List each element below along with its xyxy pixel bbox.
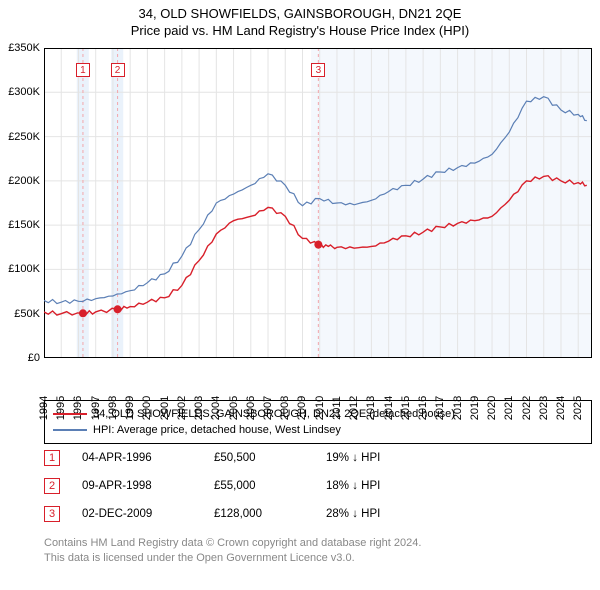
event-diff: 18% ↓ HPI	[326, 480, 380, 492]
event-row: 2 09-APR-1998 £55,000 18% ↓ HPI	[44, 472, 592, 500]
chart-container: 34, OLD SHOWFIELDS, GAINSBOROUGH, DN21 2…	[0, 0, 600, 590]
chart-svg	[44, 48, 592, 358]
event-diff: 19% ↓ HPI	[326, 452, 380, 464]
event-badge: 2	[44, 478, 60, 494]
event-diff: 28% ↓ HPI	[326, 508, 380, 520]
event-badge: 1	[44, 450, 60, 466]
legend-label: HPI: Average price, detached house, West…	[93, 424, 341, 436]
title-address: 34, OLD SHOWFIELDS, GAINSBOROUGH, DN21 2…	[0, 6, 600, 21]
legend-label: 34, OLD SHOWFIELDS, GAINSBOROUGH, DN21 2…	[93, 408, 455, 420]
y-tick-label: £250K	[8, 131, 40, 143]
legend-box: 34, OLD SHOWFIELDS, GAINSBOROUGH, DN21 2…	[44, 400, 592, 444]
chart-event-badge: 1	[76, 63, 90, 77]
event-row: 3 02-DEC-2009 £128,000 28% ↓ HPI	[44, 500, 592, 528]
legend-swatch	[53, 429, 87, 431]
y-tick-label: £150K	[8, 219, 40, 231]
y-tick-label: £50K	[14, 308, 40, 320]
event-price: £55,000	[214, 480, 304, 492]
chart-event-badge: 2	[111, 63, 125, 77]
y-tick-label: £200K	[8, 175, 40, 187]
legend-row: 34, OLD SHOWFIELDS, GAINSBOROUGH, DN21 2…	[53, 406, 583, 422]
chart-event-badge: 3	[311, 63, 325, 77]
y-tick-label: £300K	[8, 86, 40, 98]
event-badge: 3	[44, 506, 60, 522]
event-row: 1 04-APR-1996 £50,500 19% ↓ HPI	[44, 444, 592, 472]
event-price: £128,000	[214, 508, 304, 520]
footer-block: Contains HM Land Registry data © Crown c…	[44, 536, 592, 566]
legend-swatch	[53, 413, 87, 415]
footer-line2: This data is licensed under the Open Gov…	[44, 551, 592, 566]
chart-region: £0£50K£100K£150K£200K£250K£300K£350K1994…	[44, 48, 592, 358]
events-block: 1 04-APR-1996 £50,500 19% ↓ HPI 2 09-APR-1998…	[44, 444, 592, 528]
event-date: 02-DEC-2009	[82, 508, 192, 520]
event-price: £50,500	[214, 452, 304, 464]
title-subtitle: Price paid vs. HM Land Registry's House …	[0, 23, 600, 38]
y-tick-label: £350K	[8, 42, 40, 54]
title-block: 34, OLD SHOWFIELDS, GAINSBOROUGH, DN21 2…	[0, 0, 600, 38]
legend-row: HPI: Average price, detached house, West…	[53, 422, 583, 438]
footer-line1: Contains HM Land Registry data © Crown c…	[44, 536, 592, 551]
y-tick-label: £100K	[8, 263, 40, 275]
y-tick-label: £0	[28, 352, 40, 364]
event-date: 09-APR-1998	[82, 480, 192, 492]
event-date: 04-APR-1996	[82, 452, 192, 464]
